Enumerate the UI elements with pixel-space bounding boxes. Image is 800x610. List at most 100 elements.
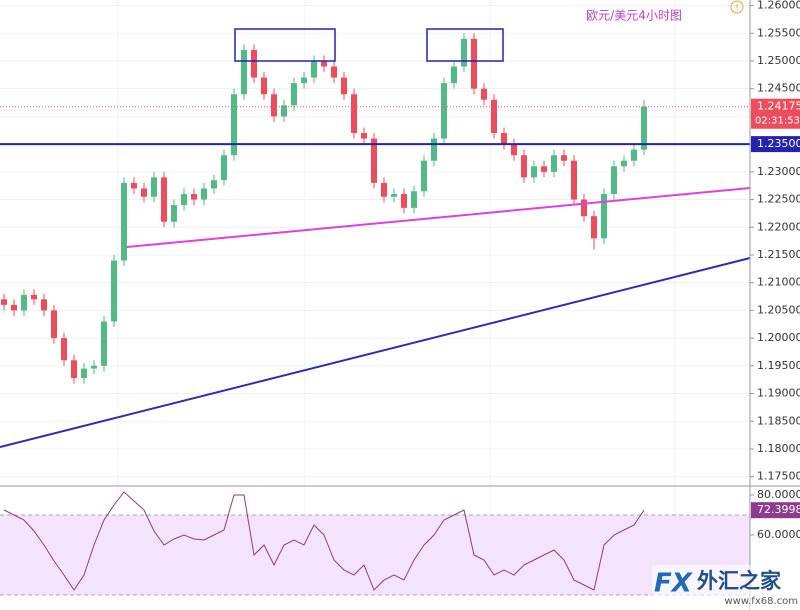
axis: 1.17500 1.18000 1.18500 1.19000 1.19500 1.200… bbox=[750, 0, 800, 541]
candle-body bbox=[281, 105, 287, 117]
y-tick-label: 1.19000 bbox=[757, 387, 800, 400]
trend-line bbox=[126, 187, 751, 248]
candle-body bbox=[311, 60, 317, 78]
rsi-last-label: 72.3998 bbox=[757, 503, 800, 516]
candle-body bbox=[231, 94, 237, 156]
rsi-panel bbox=[0, 491, 750, 596]
candle-body bbox=[11, 304, 17, 311]
candle-body bbox=[171, 205, 177, 222]
candle-body bbox=[351, 94, 357, 134]
candle-body bbox=[591, 216, 597, 239]
candle-body bbox=[101, 321, 107, 366]
countdown: 02:31:53 bbox=[755, 116, 800, 127]
candle-body bbox=[41, 299, 47, 311]
candle-body bbox=[21, 294, 27, 311]
rsi-band bbox=[0, 515, 750, 595]
watermark-brand: FX bbox=[654, 569, 694, 599]
candle-body bbox=[271, 94, 277, 117]
watermark: FX 外汇之家 www.fx68.com bbox=[652, 565, 800, 610]
candle-body bbox=[511, 144, 517, 156]
candle-body bbox=[51, 310, 57, 339]
candle-body bbox=[241, 49, 247, 95]
y-tick-label: 1.18500 bbox=[757, 414, 800, 427]
candle-body bbox=[431, 138, 437, 161]
y-tick-label: 1.24500 bbox=[757, 82, 800, 95]
y-tick-label: 1.23000 bbox=[757, 165, 800, 178]
candle-body bbox=[581, 199, 587, 217]
y-tick-label: 1.25000 bbox=[757, 54, 800, 67]
highlight-box bbox=[234, 28, 336, 62]
y-tick-label: 1.17500 bbox=[757, 470, 800, 483]
candle-body bbox=[291, 83, 297, 106]
y-tick-label: 1.19500 bbox=[757, 359, 800, 372]
candle-body bbox=[571, 160, 577, 200]
candle-body bbox=[151, 177, 157, 197]
highlight-box bbox=[426, 28, 504, 62]
trend-line bbox=[0, 257, 751, 448]
candle-body bbox=[181, 194, 187, 206]
candle-body bbox=[161, 177, 167, 222]
candle-body bbox=[361, 133, 367, 139]
y-tick-label: 1.22000 bbox=[757, 220, 800, 233]
y-tick-label: 1.26000 bbox=[757, 0, 800, 12]
candle-body bbox=[141, 188, 147, 197]
candle-body bbox=[211, 180, 217, 189]
candle-body bbox=[81, 368, 87, 379]
candle-body bbox=[611, 166, 617, 194]
candle-body bbox=[551, 155, 557, 172]
candle-body bbox=[561, 155, 567, 161]
watermark-url: www.fx68.com bbox=[725, 596, 799, 607]
candle-body bbox=[401, 194, 407, 208]
candle-body bbox=[91, 365, 97, 369]
candle-body bbox=[631, 149, 637, 161]
candle-body bbox=[61, 338, 67, 361]
candle-body bbox=[641, 106, 647, 150]
candle-body bbox=[421, 160, 427, 192]
candle-body bbox=[341, 77, 347, 95]
candle-body bbox=[621, 160, 627, 167]
candle-body bbox=[441, 83, 447, 139]
last-price-tag bbox=[751, 98, 800, 129]
candle-body bbox=[201, 188, 207, 200]
candle-body bbox=[111, 260, 117, 322]
candle-body bbox=[481, 88, 487, 100]
candle-body bbox=[371, 138, 377, 183]
candle-body bbox=[191, 194, 197, 200]
candle-body bbox=[461, 38, 467, 67]
candle-body bbox=[1, 299, 7, 305]
last-price-label: 1.24175 bbox=[757, 100, 800, 113]
level-label: 1.23500 bbox=[757, 137, 800, 150]
candle-body bbox=[531, 166, 537, 178]
watermark-name: 外汇之家 bbox=[697, 569, 782, 593]
alert-icon bbox=[730, 0, 744, 14]
y-tick-label: 1.18000 bbox=[757, 442, 800, 455]
chart-title: 欧元/美元4小时图 bbox=[586, 9, 682, 23]
candle-body bbox=[221, 155, 227, 181]
y-tick-label: 1.20500 bbox=[757, 303, 800, 316]
y-tick-label: 1.22500 bbox=[757, 193, 800, 206]
candle-body bbox=[381, 182, 387, 197]
candle-body bbox=[391, 194, 397, 197]
candle-body bbox=[521, 155, 527, 178]
candles bbox=[0, 33, 750, 384]
rsi-tag bbox=[751, 502, 800, 519]
candle-body bbox=[491, 99, 497, 134]
candle-body bbox=[601, 194, 607, 239]
y-tick-label: 60.0000 bbox=[757, 528, 800, 541]
candle-body bbox=[331, 66, 337, 78]
y-tick-label: 80.0000 bbox=[757, 488, 800, 501]
candle-body bbox=[321, 60, 327, 67]
candle-body bbox=[261, 77, 267, 95]
candle-body bbox=[251, 49, 257, 78]
candle-body bbox=[121, 182, 127, 261]
candle-body bbox=[411, 191, 417, 208]
watermark-bg bbox=[652, 565, 800, 610]
candle-body bbox=[71, 360, 77, 379]
y-tick-label: 1.21000 bbox=[757, 276, 800, 289]
y-tick-label: 1.25500 bbox=[757, 26, 800, 39]
candle-body bbox=[541, 166, 547, 172]
candle-body bbox=[301, 77, 307, 84]
alert-icon-text: ! bbox=[735, 4, 739, 14]
